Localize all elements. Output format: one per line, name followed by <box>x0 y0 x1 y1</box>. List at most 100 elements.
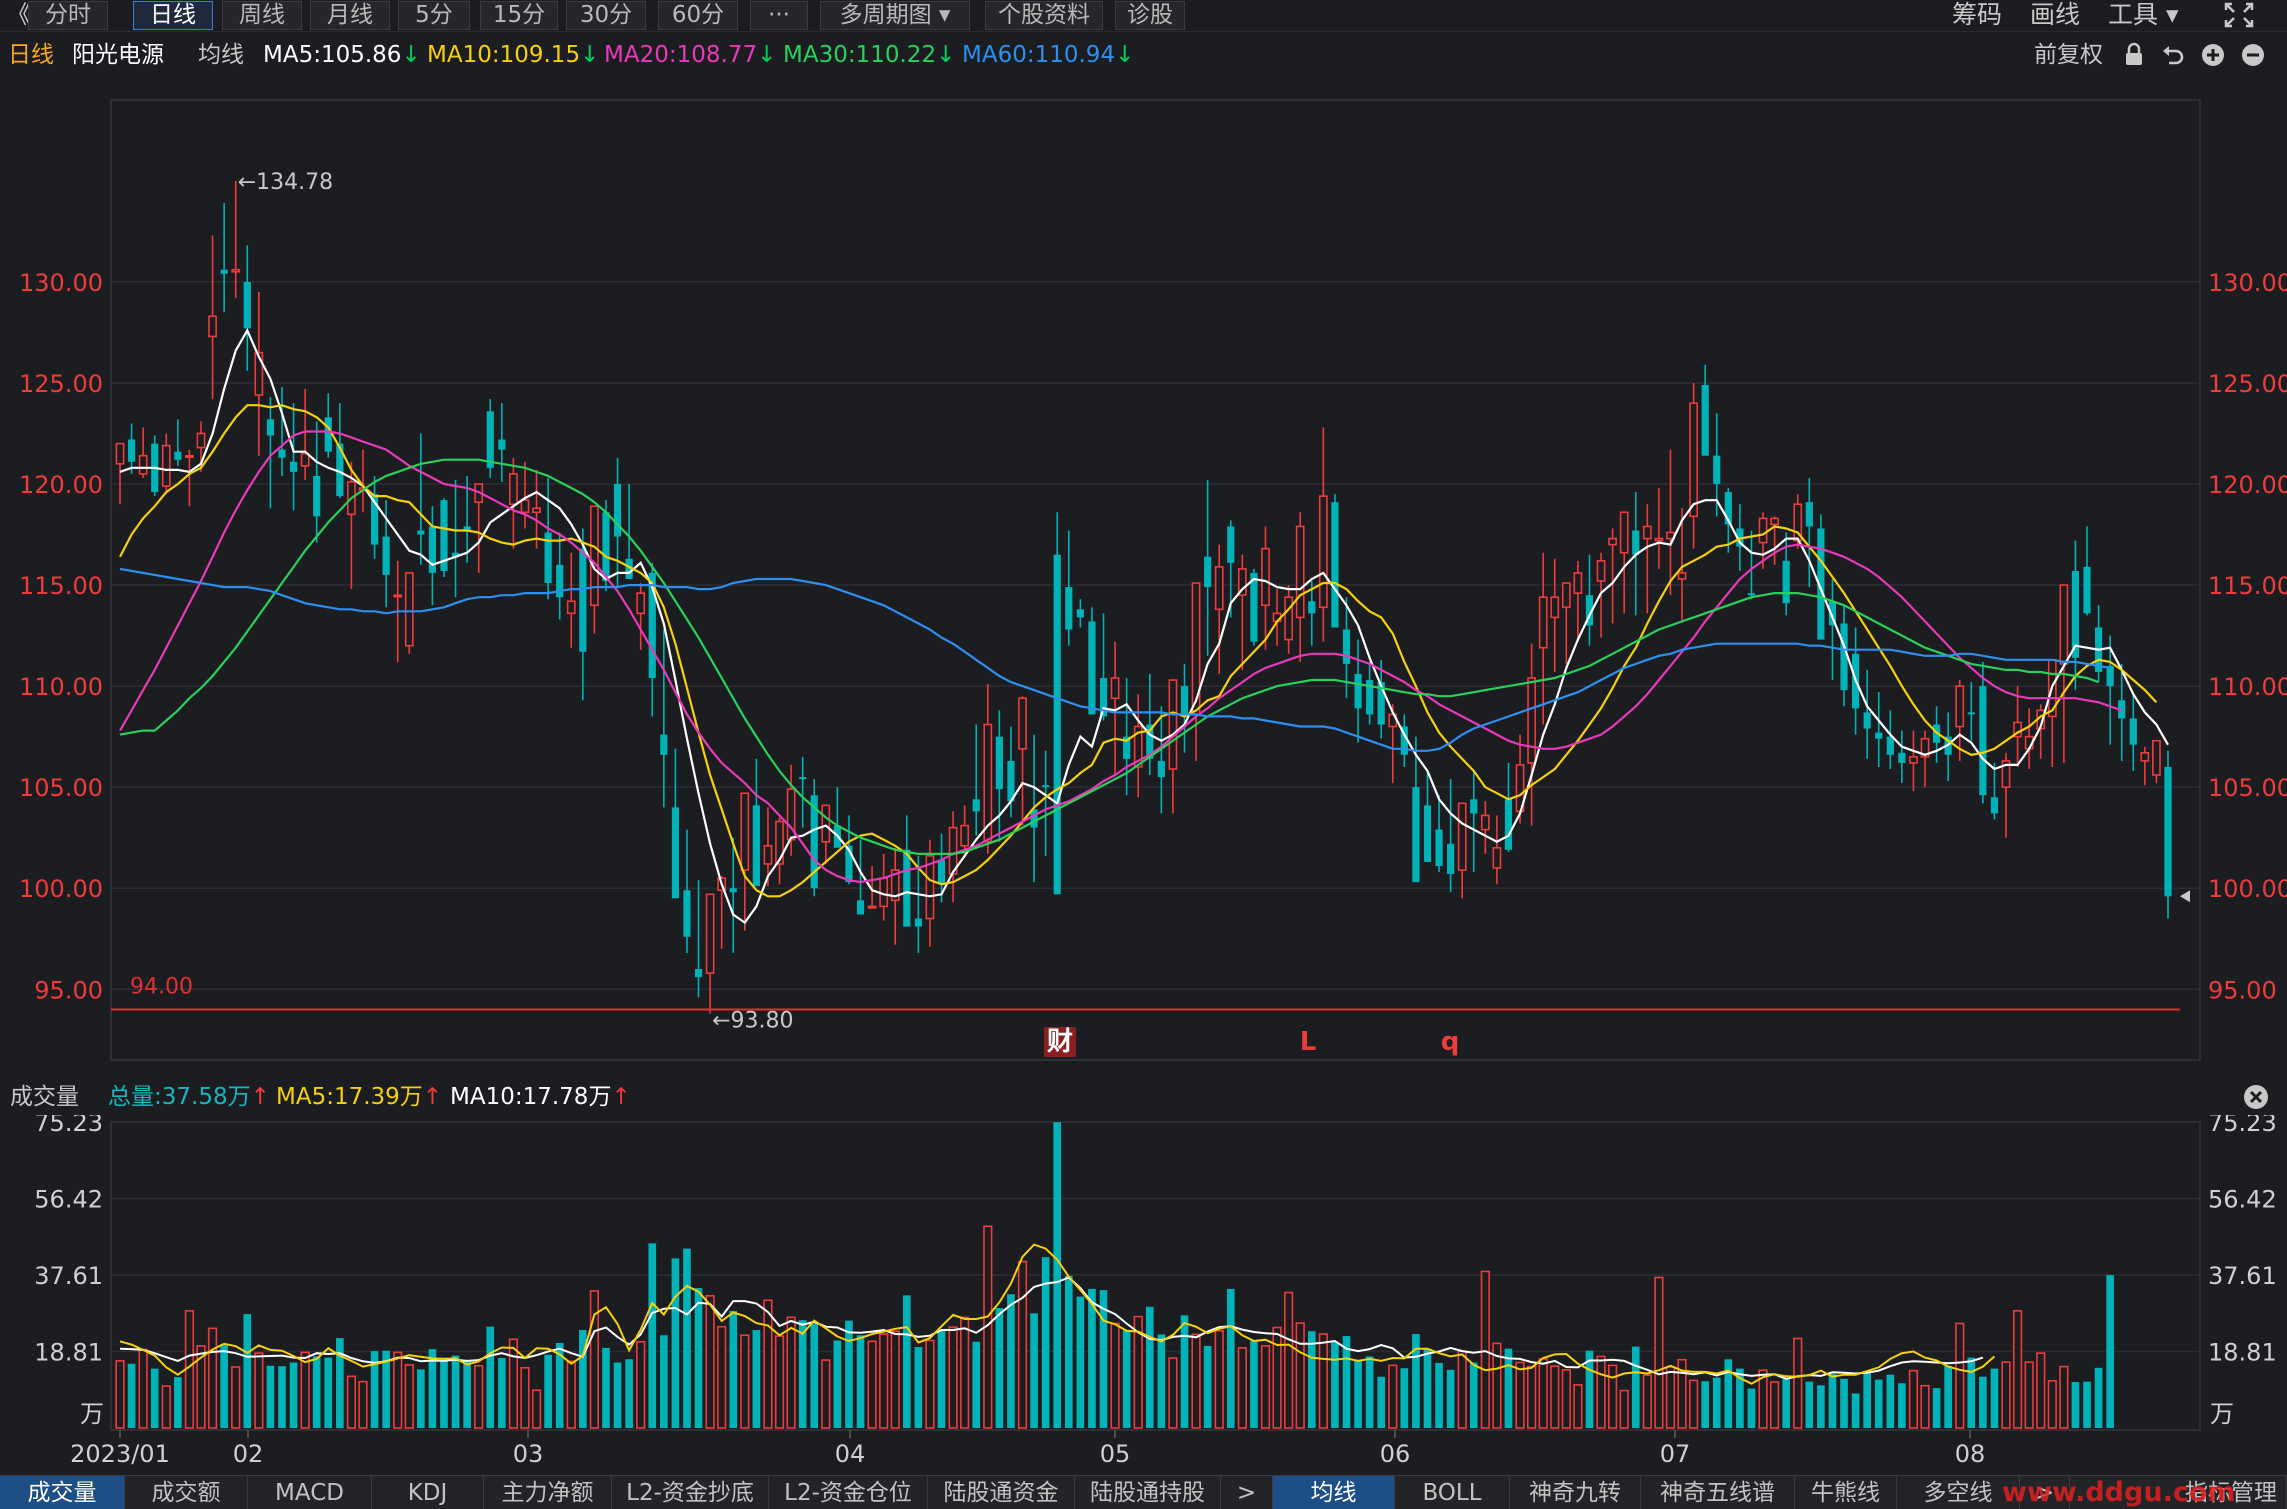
volume-bar <box>1041 1257 1050 1428</box>
indicator-tab[interactable]: 指标管理 <box>2176 1476 2287 1509</box>
candle <box>1284 585 1294 654</box>
adjust-mode[interactable]: 前复权 <box>2034 42 2103 68</box>
candle <box>636 583 646 650</box>
indicator-tab[interactable]: 陆股通资金 <box>928 1476 1075 1509</box>
tools-dropdown[interactable]: 工具 ▾ <box>2108 0 2179 29</box>
close-volume-icon[interactable] <box>2242 1083 2270 1122</box>
svg-text:q: q <box>1441 1027 1460 1057</box>
period-tab[interactable]: 诊股 <box>1115 1 1185 30</box>
period-tab[interactable]: 15分 <box>480 1 558 30</box>
candle <box>1955 680 1965 761</box>
drawing-button[interactable]: 画线 <box>2030 0 2081 29</box>
volume-bar <box>520 1367 530 1429</box>
candle <box>151 435 159 497</box>
volume-tick-left: 75.23 <box>34 1115 103 1137</box>
candle <box>417 433 425 565</box>
volume-chart[interactable]: 75.23 75.23 56.42 56.42 37.61 37.61 18.81 18.81… <box>0 1115 2287 1475</box>
back-icon[interactable]: 《 <box>6 0 32 29</box>
candle <box>1608 528 1617 624</box>
candle <box>1354 639 1362 743</box>
volume-bar <box>1805 1381 1814 1428</box>
period-tab[interactable]: 30分 <box>566 1 646 30</box>
ma-label[interactable]: 均线 <box>198 42 244 68</box>
volume-bar <box>1747 1388 1756 1428</box>
volume-bar <box>1435 1362 1443 1428</box>
indicator-tab[interactable]: > <box>1221 1476 1273 1509</box>
period-tab[interactable]: 月线 <box>310 1 390 30</box>
candle <box>1654 488 1664 569</box>
volume-bar <box>1145 1306 1154 1428</box>
candle <box>799 756 807 828</box>
period-tab[interactable]: 60分 <box>658 1 738 30</box>
candle <box>1898 730 1906 784</box>
candle <box>115 442 125 505</box>
candle <box>694 880 703 998</box>
candle <box>1366 661 1374 725</box>
candle <box>1470 770 1478 873</box>
zoom-out-icon[interactable] <box>2240 42 2266 78</box>
lock-icon[interactable] <box>2122 42 2146 78</box>
indicator-tab[interactable]: 成交额 <box>125 1476 248 1509</box>
volume-bar <box>1053 1122 1062 1428</box>
candle <box>1053 512 1061 895</box>
indicator-tab[interactable]: 多空线 <box>1897 1476 2020 1509</box>
volume-bar <box>289 1362 298 1428</box>
event-marker[interactable]: L <box>1300 1027 1317 1057</box>
volume-bar <box>300 1351 310 1429</box>
indicator-tab[interactable]: L2-资金仓位 <box>769 1476 928 1509</box>
svg-text:L: L <box>1300 1027 1317 1057</box>
indicator-tab[interactable]: > <box>2020 1476 2070 1509</box>
volume-bar <box>1526 1365 1537 1429</box>
volume-bar <box>1400 1368 1409 1428</box>
volume-bar <box>220 1344 228 1428</box>
price-tick-left: 110.00 <box>19 673 103 701</box>
volume-bar <box>1955 1322 1965 1429</box>
zoom-in-icon[interactable] <box>2200 42 2226 78</box>
price-tick-right: 95.00 <box>2208 976 2277 1004</box>
indicator-tab[interactable]: MACD <box>248 1476 372 1509</box>
indicator-tab[interactable]: KDJ <box>372 1476 484 1509</box>
volume-bar <box>740 1334 750 1429</box>
volume-bar <box>810 1323 819 1428</box>
period-tab[interactable]: ··· <box>750 1 808 30</box>
price-chart[interactable]: 130.00 125.00 120.00 115.00 110.00 105.00 100.… <box>0 72 2287 1112</box>
period-tab[interactable]: 周线 <box>222 1 302 30</box>
volume-bar <box>1250 1340 1258 1428</box>
indicator-tab[interactable]: BOLL <box>1395 1476 1510 1509</box>
volume-bar <box>138 1348 148 1429</box>
candle <box>1585 554 1594 646</box>
event-marker[interactable]: 财 <box>1044 1027 1076 1057</box>
price-tick-left: 130.00 <box>19 269 103 297</box>
candle <box>1088 607 1096 715</box>
volume-bar <box>972 1341 981 1428</box>
period-tab[interactable]: 分时 <box>28 1 108 30</box>
candle <box>509 457 518 549</box>
event-marker[interactable]: q <box>1441 1027 1460 1057</box>
candle <box>254 292 264 456</box>
indicator-tab[interactable]: 神奇五线谱 <box>1641 1476 1795 1509</box>
period-tab[interactable]: 个股资料 <box>985 1 1103 30</box>
indicator-tab[interactable]: L2-资金抄底 <box>612 1476 769 1509</box>
indicator-tab[interactable]: 成交量 <box>0 1476 125 1509</box>
indicator-tab[interactable]: 主力净额 <box>484 1476 612 1509</box>
fullscreen-icon[interactable] <box>2222 0 2258 30</box>
indicator-tab[interactable]: 陆股通持股 <box>1075 1476 1221 1509</box>
volume-bar <box>890 1330 900 1429</box>
period-tab[interactable]: 5分 <box>398 1 470 30</box>
volume-bar <box>1099 1290 1108 1428</box>
price-tick-right: 125.00 <box>2208 370 2287 398</box>
indicator-tab[interactable]: 牛熊线 <box>1795 1476 1897 1509</box>
volume-bar <box>902 1295 911 1428</box>
indicator-tab[interactable]: 均线 <box>1273 1476 1395 1509</box>
period-tab[interactable]: 多周期图 ▾ <box>820 1 970 30</box>
candle <box>498 403 506 482</box>
indicator-tab[interactable]: 神奇九转 <box>1510 1476 1641 1509</box>
period-tab[interactable]: 日线 <box>133 1 213 30</box>
volume-title: 成交量 <box>10 1084 79 1110</box>
candle <box>1875 692 1883 767</box>
volume-bar <box>1214 1329 1224 1429</box>
undo-icon[interactable] <box>2160 42 2186 78</box>
chip-distribution-button[interactable]: 筹码 <box>1952 0 2003 29</box>
volume-bar <box>1932 1388 1941 1428</box>
volume-bar <box>1898 1383 1906 1428</box>
